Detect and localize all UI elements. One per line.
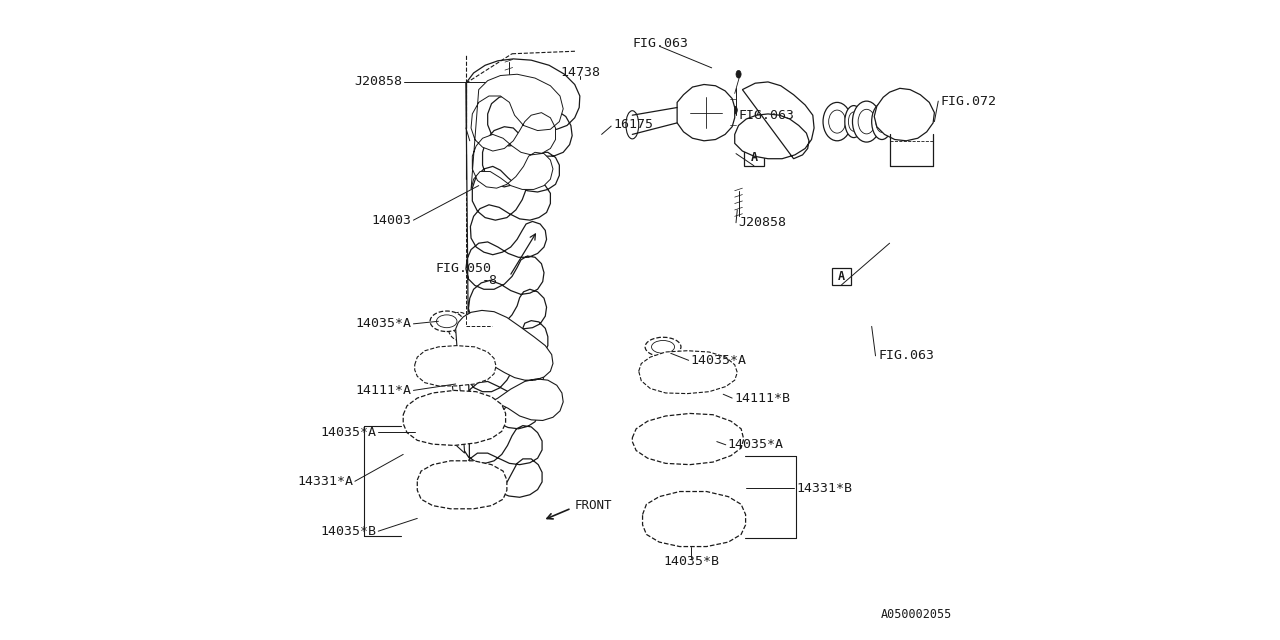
Text: J20858: J20858 (739, 216, 786, 229)
Text: 14003: 14003 (371, 214, 412, 227)
Ellipse shape (639, 429, 672, 449)
Ellipse shape (448, 312, 471, 340)
Polygon shape (403, 390, 506, 445)
Text: 14035*B: 14035*B (320, 525, 376, 538)
Ellipse shape (430, 311, 463, 332)
Text: 14738: 14738 (561, 66, 600, 79)
Polygon shape (452, 310, 563, 453)
Ellipse shape (852, 101, 881, 142)
Ellipse shape (480, 476, 503, 493)
Ellipse shape (845, 106, 863, 138)
Text: J20858: J20858 (355, 76, 402, 88)
Text: 16175: 16175 (613, 118, 653, 131)
Polygon shape (471, 74, 563, 189)
Polygon shape (735, 82, 814, 159)
Ellipse shape (419, 475, 449, 494)
Text: 14111*A: 14111*A (356, 384, 412, 397)
Ellipse shape (823, 102, 851, 141)
Ellipse shape (724, 123, 730, 128)
Ellipse shape (626, 111, 639, 139)
Ellipse shape (646, 509, 678, 530)
Text: 14035*B: 14035*B (663, 556, 719, 568)
Text: FIG.072: FIG.072 (941, 95, 997, 108)
Ellipse shape (709, 430, 735, 448)
Ellipse shape (872, 104, 892, 140)
Ellipse shape (887, 97, 923, 132)
Bar (745, 149, 764, 166)
Text: 14331*A: 14331*A (297, 475, 353, 488)
Polygon shape (677, 84, 735, 141)
Ellipse shape (686, 92, 724, 133)
Ellipse shape (658, 424, 717, 454)
Text: 14331*B: 14331*B (796, 482, 852, 495)
Polygon shape (874, 88, 934, 141)
Text: FRONT: FRONT (575, 499, 612, 512)
Ellipse shape (475, 358, 492, 374)
Ellipse shape (724, 96, 730, 101)
Bar (832, 268, 851, 285)
Ellipse shape (736, 70, 741, 78)
Ellipse shape (474, 410, 497, 428)
Text: FIG.063: FIG.063 (739, 109, 795, 122)
Polygon shape (417, 461, 507, 509)
Text: FIG.063: FIG.063 (878, 349, 934, 362)
Ellipse shape (412, 408, 443, 429)
Ellipse shape (420, 357, 445, 375)
Polygon shape (639, 351, 737, 394)
Ellipse shape (644, 363, 675, 382)
Polygon shape (415, 346, 497, 386)
Text: 14035*A: 14035*A (320, 426, 376, 438)
Text: 14035*A: 14035*A (691, 354, 746, 367)
Text: A: A (838, 270, 845, 283)
Text: FIG.050: FIG.050 (435, 262, 492, 275)
Polygon shape (462, 59, 580, 497)
Text: 14035*A: 14035*A (356, 317, 412, 330)
Text: 14035*A: 14035*A (728, 438, 783, 451)
Text: 14111*B: 14111*B (735, 392, 790, 404)
Ellipse shape (756, 102, 792, 138)
Text: A: A (750, 151, 758, 164)
Ellipse shape (645, 337, 681, 356)
Ellipse shape (436, 472, 488, 497)
Ellipse shape (666, 505, 722, 534)
Ellipse shape (704, 364, 730, 381)
Ellipse shape (433, 355, 480, 378)
Text: A050002055: A050002055 (881, 608, 952, 621)
Polygon shape (643, 492, 745, 547)
Ellipse shape (662, 360, 713, 385)
Text: -8: -8 (483, 275, 498, 287)
Text: FIG.063: FIG.063 (632, 37, 689, 50)
Ellipse shape (428, 404, 481, 433)
Ellipse shape (714, 511, 740, 529)
Ellipse shape (732, 106, 737, 114)
Polygon shape (632, 413, 744, 465)
